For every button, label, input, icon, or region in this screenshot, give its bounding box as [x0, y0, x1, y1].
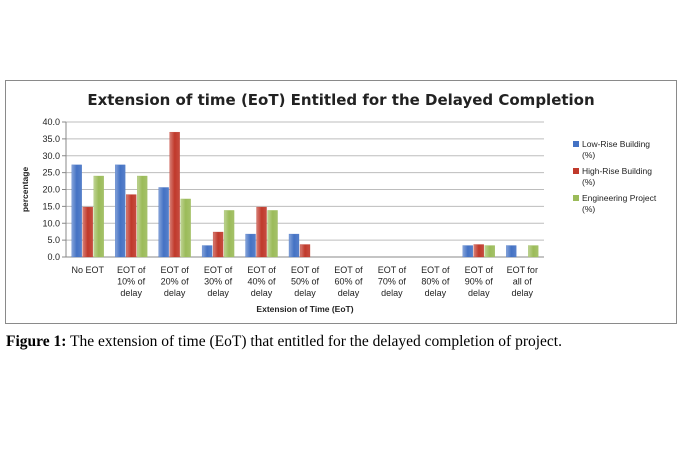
x-tick-label: EOT of	[378, 265, 407, 275]
figure-caption: Figure 1: The extension of time (EoT) th…	[6, 333, 691, 351]
bar	[299, 244, 311, 258]
x-tick-label: 40% of	[248, 277, 277, 287]
bar	[212, 231, 224, 258]
x-tick-label: delay	[120, 288, 142, 298]
chart-title: Extension of time (EoT) Entitled for the…	[87, 91, 594, 109]
y-axis-label: percentage	[20, 167, 30, 213]
legend-swatch	[573, 141, 579, 147]
legend-label: Engineering Project	[582, 193, 657, 203]
x-tick-label: delay	[425, 288, 447, 298]
bar	[169, 131, 180, 258]
bar	[267, 210, 278, 258]
bar	[82, 206, 93, 258]
y-tick-label: 10.0	[42, 218, 60, 228]
y-tick-label: 25.0	[42, 168, 60, 178]
bar-chart: Extension of time (EoT) Entitled for the…	[20, 91, 657, 314]
x-tick-label: delay	[207, 288, 229, 298]
x-axis-label: Extension of Time (EoT)	[256, 304, 353, 314]
x-tick-label: all of	[513, 277, 533, 287]
x-tick-label: EOT of	[117, 265, 146, 275]
x-tick-label: No EOT	[71, 265, 104, 275]
chart-frame: Extension of time (EoT) Entitled for the…	[5, 80, 677, 324]
bar	[528, 245, 539, 258]
y-tick-label: 40.0	[42, 117, 60, 127]
bar	[201, 245, 213, 258]
x-tick-label: EOT of	[247, 265, 276, 275]
x-tick-label: 10% of	[117, 277, 146, 287]
x-tick-label: delay	[468, 288, 490, 298]
x-tick-label: delay	[251, 288, 273, 298]
bar	[158, 187, 169, 258]
x-tick-label: 30% of	[204, 277, 233, 287]
bar	[126, 194, 137, 258]
x-tick-label: 50% of	[291, 277, 320, 287]
bar	[223, 210, 235, 258]
legend-label: (%)	[582, 204, 595, 214]
bar	[93, 175, 104, 258]
x-tick-label: EOT of	[160, 265, 189, 275]
x-tick-label: EOT of	[291, 265, 320, 275]
bar	[180, 198, 191, 258]
bar	[288, 233, 300, 258]
x-tick-label: delay	[294, 288, 316, 298]
legend-label: Low-Rise Building	[582, 139, 650, 149]
legend-label: (%)	[582, 177, 595, 187]
bar	[245, 233, 256, 258]
x-tick-label: 60% of	[334, 277, 363, 287]
bar	[473, 244, 484, 258]
y-tick-label: 20.0	[42, 185, 60, 195]
x-tick-label: delay	[338, 288, 360, 298]
x-tick-label: delay	[512, 288, 534, 298]
y-tick-label: 35.0	[42, 134, 60, 144]
legend-label: High-Rise Building	[582, 166, 652, 176]
caption-label: Figure 1:	[6, 333, 67, 350]
x-tick-label: EOT of	[204, 265, 233, 275]
bar	[506, 245, 517, 258]
bar	[256, 206, 267, 258]
x-tick-label: EOT of	[421, 265, 450, 275]
x-tick-label: EOT for	[507, 265, 538, 275]
bar	[462, 245, 473, 258]
legend-swatch	[573, 168, 579, 174]
x-tick-label: 80% of	[421, 277, 450, 287]
x-tick-label: delay	[381, 288, 403, 298]
y-tick-label: 0.0	[47, 252, 60, 262]
bar	[115, 164, 126, 258]
caption-text: The extension of time (EoT) that entitle…	[66, 333, 562, 350]
bar	[484, 245, 495, 258]
legend-swatch	[573, 195, 579, 201]
y-tick-label: 15.0	[42, 201, 60, 211]
x-tick-label: 70% of	[378, 277, 407, 287]
y-tick-label: 30.0	[42, 151, 60, 161]
x-tick-label: delay	[164, 288, 186, 298]
legend-label: (%)	[582, 150, 595, 160]
x-tick-label: 20% of	[161, 277, 190, 287]
x-tick-label: EOT of	[465, 265, 494, 275]
x-tick-label: EOT of	[334, 265, 363, 275]
x-tick-label: 90% of	[465, 277, 494, 287]
bar	[71, 164, 82, 258]
y-tick-label: 5.0	[47, 235, 60, 245]
bar	[137, 175, 148, 258]
